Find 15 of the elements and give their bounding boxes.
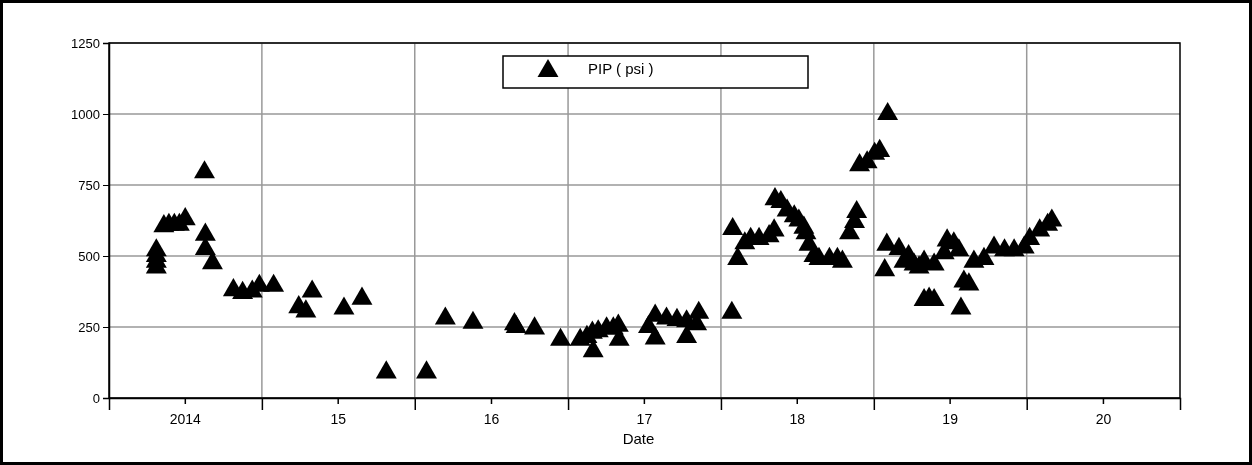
legend-label: PIP ( psi ) (588, 60, 654, 77)
x-axis-title: Date (622, 430, 655, 447)
x-tick-label: 17 (636, 410, 653, 427)
y-tick-label: 1250 (71, 35, 100, 51)
x-tick-label: 19 (942, 410, 959, 427)
x-tick-label: 16 (483, 410, 500, 427)
x-tick-label: 15 (330, 410, 347, 427)
x-tick-label: 20 (1095, 410, 1112, 427)
y-tick-label: 1000 (71, 106, 100, 122)
y-tick-label: 500 (78, 248, 100, 264)
y-tick-label: 750 (78, 177, 100, 193)
x-tick-label: 18 (789, 410, 806, 427)
y-tick-label: 0 (92, 390, 100, 406)
x-tick-label: 2014 (169, 410, 202, 427)
y-tick-label: 250 (78, 319, 100, 335)
